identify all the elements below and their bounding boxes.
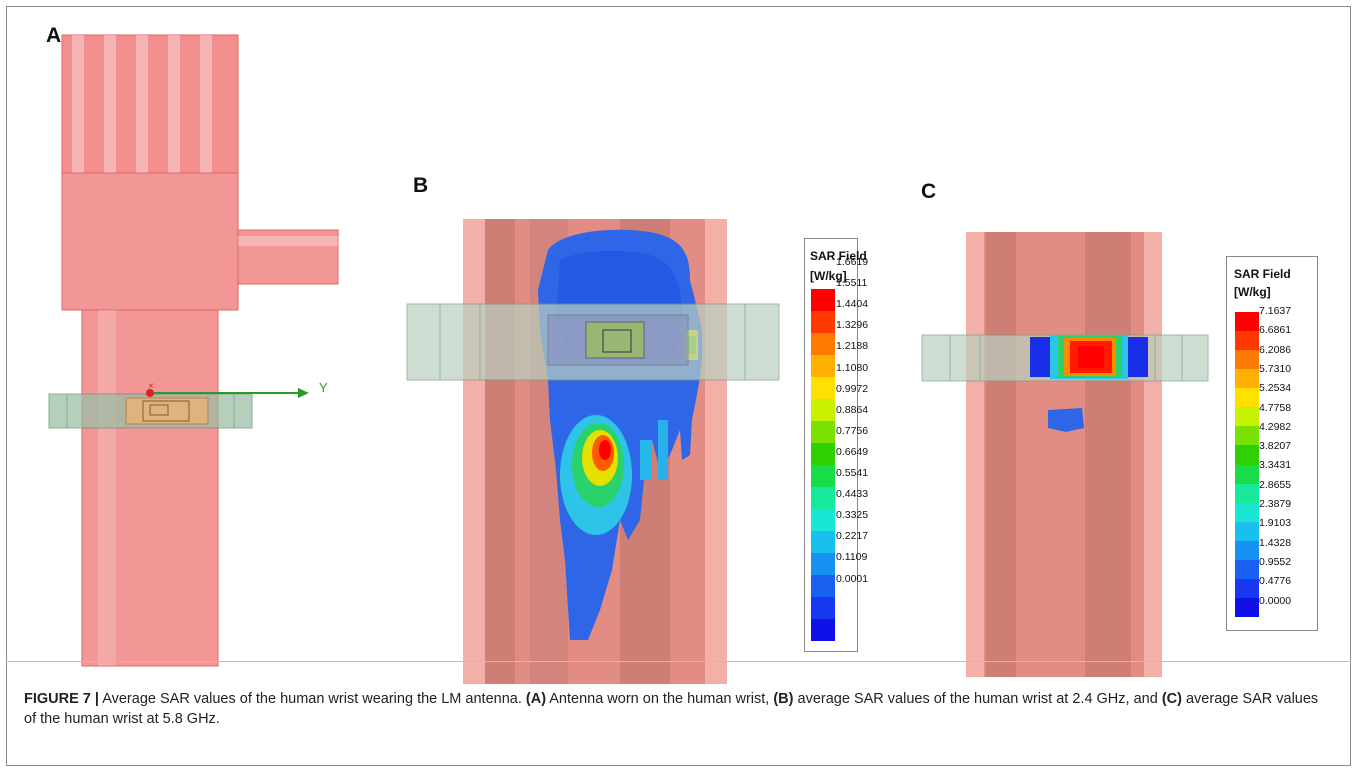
caption-text-2: Antenna worn on the human wrist, [546,691,774,707]
legend-color-swatch [811,487,835,509]
legend-value-label: 3.8207 [1259,440,1292,453]
legend-color-swatch [1235,426,1259,446]
legend-color-swatch [811,311,835,333]
figure-caption: FIGURE 7 | Average SAR values of the hum… [24,689,1324,729]
legend-b-title: SAR Field [810,249,867,263]
legend-color-swatch [811,399,835,421]
legend-value-label: 1.4404 [836,298,869,311]
legend-color-swatch [1235,559,1259,579]
legend-value-label: 1.5511 [836,277,868,290]
legend-value-label: 1.6619 [836,256,869,268]
legend-value-label: 6.6861 [1259,324,1292,337]
legend-value-label: 0.0000 [1259,594,1292,607]
legend-color-swatch [1235,540,1259,560]
panel-b-letter: B [413,174,429,197]
panel-c-letter: C [921,180,937,203]
legend-value-label: 0.9972 [836,382,869,395]
legend-color-swatch [1235,445,1259,465]
legend-value-label: 0.6649 [836,445,869,458]
legend-value-label: 3.3431 [1259,459,1292,472]
legend-value-label: 0.8864 [836,403,869,416]
legend-color-swatch [811,553,835,575]
caption-ref-b: (B) [773,691,794,707]
legend-color-swatch [1235,578,1259,598]
legend-color-swatch [811,619,835,641]
legend-value-label: 6.2086 [1259,343,1292,356]
legend-b-unit: [W/kg] [810,269,847,283]
legend-c-unit: [W/kg] [1234,285,1271,299]
caption-text-4: average SAR values of the human wrist at… [24,691,1319,727]
legend-color-swatch [811,443,835,465]
legend-color-swatch [811,597,835,619]
legend-color-swatch [1235,312,1259,332]
caption-divider [6,661,1351,662]
legend-value-label: 1.2188 [836,340,869,353]
legend-color-swatch [1235,464,1259,484]
caption-ref-a: (A) [525,691,547,707]
legend-color-swatch [1235,331,1259,351]
legend-color-swatch [811,575,835,597]
legend-c: SAR Field [W/kg] 7.1637 6.6861 6.2086 5.731… [1226,256,1318,631]
legend-color-swatch [811,355,835,377]
legend-color-swatch [811,377,835,399]
panel-a-letter: A [46,24,62,47]
legend-color-swatch [1235,369,1259,389]
legend-value-label: 0.2217 [836,530,869,543]
legend-color-swatch [1235,502,1259,522]
legend-value-label: 0.0001 [836,572,869,585]
legend-color-swatch [1235,407,1259,427]
legend-value-label: 0.3325 [836,509,869,522]
legend-value-label: 2.8655 [1259,478,1292,491]
y-axis-label: Y [319,380,328,395]
legend-value-label: 0.4776 [1259,575,1292,588]
legend-color-swatch [811,421,835,443]
legend-value-label: 0.7756 [836,424,869,437]
legend-value-label: 0.4433 [836,488,869,501]
legend-color-swatch [811,465,835,487]
legend-b: SAR Field [W/kg] 1.6619 1.5511 1.4404 1.329… [804,238,868,652]
legend-value-label: 5.7310 [1259,362,1292,375]
legend-value-label: 0.9552 [1259,555,1292,568]
legend-color-swatch [1235,350,1259,370]
legend-value-label: 4.2982 [1259,420,1292,433]
legend-color-swatch [811,333,835,355]
figure-frame [6,6,1351,766]
legend-value-label: 1.4328 [1259,536,1292,549]
legend-value-label: 1.3296 [836,319,869,332]
legend-value-label: 4.7758 [1259,401,1292,414]
legend-b-colorbar [811,289,835,641]
legend-c-colorbar [1235,312,1259,617]
legend-value-label: 5.2534 [1259,382,1292,395]
legend-value-label: 1.1080 [836,361,869,374]
legend-c-title: SAR Field [1234,267,1291,281]
legend-color-swatch [1235,483,1259,503]
caption-text-1: Average SAR values of the human wrist we… [98,691,526,707]
legend-value-label: 0.5541 [836,467,869,479]
caption-label: FIGURE 7 | [24,691,99,707]
caption-ref-c: (C) [1161,691,1182,707]
legend-value-label: 0.1109 [836,551,868,564]
legend-color-swatch [811,289,835,311]
legend-color-swatch [811,531,835,553]
legend-color-swatch [1235,521,1259,541]
legend-value-label: 7.1637 [1259,305,1292,317]
legend-value-label: 1.9103 [1259,517,1292,530]
legend-value-label: 2.3879 [1259,498,1292,510]
legend-color-swatch [1235,388,1259,408]
caption-text-3: average SAR values of the human wrist at… [793,691,1162,707]
legend-color-swatch [811,509,835,531]
legend-color-swatch [1235,597,1259,617]
